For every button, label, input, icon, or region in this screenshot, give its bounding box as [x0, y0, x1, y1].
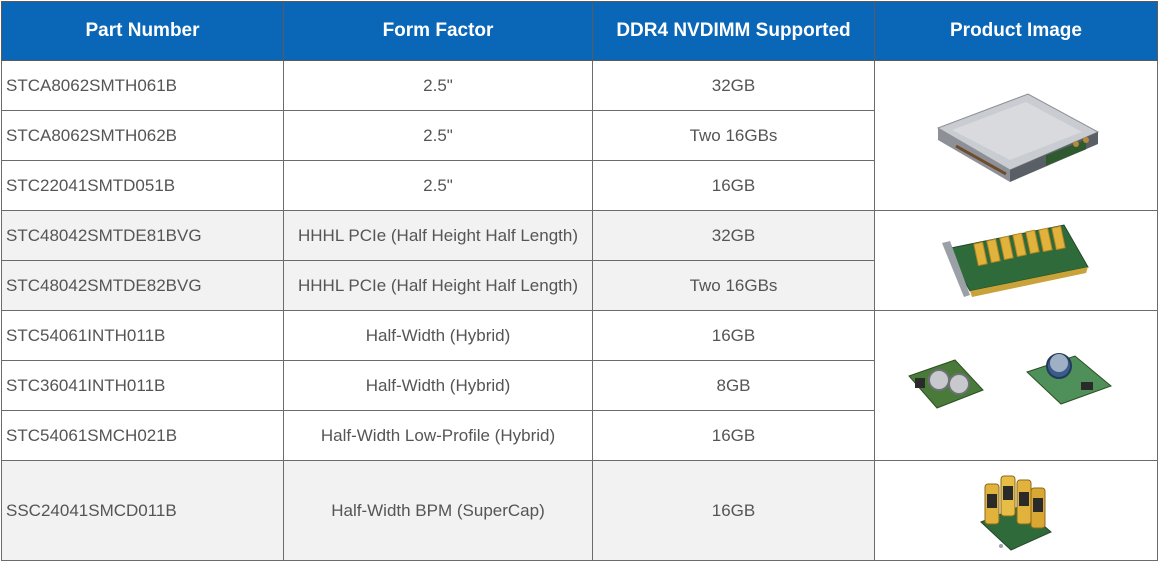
table-row: STC48042SMTDE81BVG HHHL PCIe (Half Heigh…: [1, 210, 1158, 311]
ddr4-cell: Two 16GBs: [592, 110, 875, 161]
ddr4-cell: 8GB: [592, 360, 875, 411]
ddr4-cell: 32GB: [592, 60, 875, 111]
table-row: STC48042SMTDE82BVG HHHL PCIe (Half Heigh…: [1, 260, 1158, 311]
form-factor-cell: Half-Width (Hybrid): [283, 360, 593, 411]
form-factor-cell: Half-Width Low-Profile (Hybrid): [283, 410, 593, 461]
ddr4-cell: Two 16GBs: [592, 260, 875, 311]
form-factor-cell: 2.5": [283, 110, 593, 161]
product-image-cell: [874, 310, 1158, 461]
part-number-cell: STC48042SMTDE81BVG: [1, 210, 284, 261]
part-number-cell: STC54061INTH011B: [1, 310, 284, 361]
header-product-image: Product Image: [874, 1, 1158, 61]
form-factor-cell: 2.5": [283, 60, 593, 111]
part-number-cell: STC22041SMTD051B: [1, 160, 284, 211]
header-ddr4-supported: DDR4 NVDIMM Supported: [592, 1, 875, 61]
part-number-cell: STC54061SMCH021B: [1, 410, 284, 461]
form-factor-cell: HHHL PCIe (Half Height Half Length): [283, 210, 593, 261]
table-row: STC22041SMTD051B 2.5" 16GB: [1, 160, 1158, 211]
header-row: Part Number Form Factor DDR4 NVDIMM Supp…: [1, 1, 1158, 61]
ddr4-cell: 32GB: [592, 210, 875, 261]
form-factor-cell: 2.5": [283, 160, 593, 211]
ddr4-cell: 16GB: [592, 410, 875, 461]
ddr4-cell: 16GB: [592, 460, 875, 561]
form-factor-cell: Half-Width (Hybrid): [283, 310, 593, 361]
table-row: STCA8062SMTH061B 2.5" 32GB: [1, 60, 1158, 211]
form-factor-cell: Half-Width BPM (SuperCap): [283, 460, 593, 561]
table-row: STC54061INTH011B Half-Width (Hybrid) 16G…: [1, 310, 1158, 461]
product-image-cell: [874, 60, 1158, 211]
ddr4-cell: 16GB: [592, 160, 875, 211]
ddr4-cell: 16GB: [592, 310, 875, 361]
pcie-card-image: [942, 223, 1089, 297]
table-row: STC36041INTH011B Half-Width (Hybrid) 8GB: [1, 360, 1158, 411]
header-part-number: Part Number: [1, 1, 284, 61]
form-factor-cell: HHHL PCIe (Half Height Half Length): [283, 260, 593, 311]
part-number-cell: STCA8062SMTH062B: [1, 110, 284, 161]
header-form-factor: Form Factor: [283, 1, 593, 61]
product-image-cell: [874, 210, 1158, 311]
table-row: STCA8062SMTH062B 2.5" Two 16GBs: [1, 110, 1158, 161]
table-row: STC54061SMCH021B Half-Width Low-Profile …: [1, 410, 1158, 461]
product-image-cell: [874, 460, 1158, 561]
part-number-cell: SSC24041SMCD011B: [1, 460, 284, 561]
part-number-cell: STC36041INTH011B: [1, 360, 284, 411]
supercap-module-image: [980, 475, 1052, 551]
table-row: SSC24041SMCD011B Half-Width BPM (SuperCa…: [1, 460, 1158, 561]
part-number-cell: STC48042SMTDE82BVG: [1, 260, 284, 311]
part-number-cell: STCA8062SMTH061B: [1, 60, 284, 111]
hybrid-modules-image: [908, 352, 1112, 409]
ssd-2-5-inch-image: [936, 92, 1100, 182]
